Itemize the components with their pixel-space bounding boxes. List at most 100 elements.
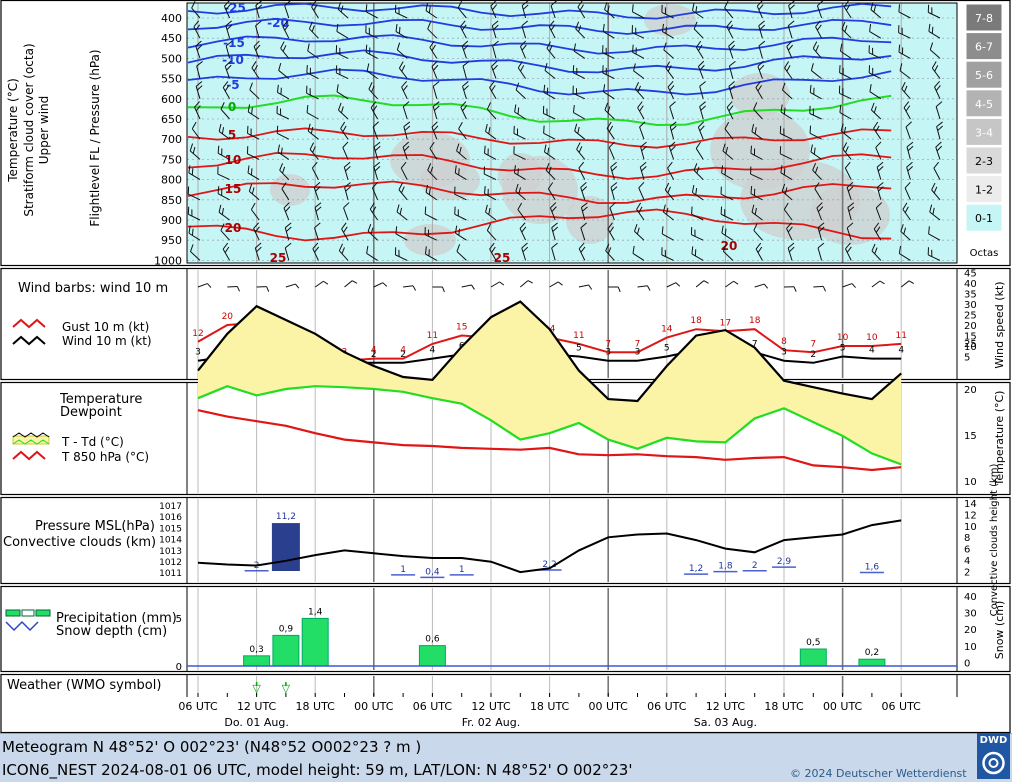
temp-ytick: 10	[964, 477, 977, 488]
time-tick-label: 00 UTC	[589, 700, 629, 713]
precipitation-bar	[302, 618, 328, 666]
surface-wind-barb-flag	[647, 286, 650, 291]
surface-wind-barb-staff	[843, 284, 852, 287]
convective-cloud-value: 2,9	[777, 557, 792, 567]
pressure-ytick: 1013	[159, 547, 182, 557]
pressure-level-label: 550	[161, 73, 182, 86]
cloud-height-ytick: 10	[964, 522, 977, 533]
gust-value-label: 14	[661, 325, 673, 335]
precip-ytick: 5	[176, 614, 182, 625]
surface-wind-barb-flag	[558, 281, 562, 286]
gust-value-label: 18	[690, 316, 702, 326]
gust-value-label: 10	[866, 333, 878, 343]
wind-value-label: 2	[810, 350, 816, 360]
surface-wind-barb-flag	[267, 287, 269, 292]
surface-wind-barb-staff	[725, 281, 733, 287]
wind-value-label: 4	[898, 346, 904, 356]
surface-wind-barb-staff	[579, 285, 589, 287]
surface-wind-barb-staff	[667, 283, 676, 287]
copyright-text: © 2024 Deutscher Wetterdienst	[790, 767, 967, 780]
surface-wind-barb	[843, 283, 856, 292]
weather-label: Weather (WMO symbol)	[7, 678, 161, 693]
pressure-level-label: 400	[161, 12, 182, 25]
surface-wind-barb-staff	[696, 281, 704, 287]
surface-wind-barb-flag	[618, 287, 620, 292]
snow-legend-swatch	[6, 622, 38, 630]
surface-wind-barb-staff	[286, 284, 296, 287]
wind-ytick: 35	[964, 290, 977, 301]
surface-wind-barb-flag	[909, 280, 914, 285]
footer-model-info: ICON6_NEST 2024-08-01 06 UTC, model heig…	[2, 761, 632, 779]
surface-wind-barb-staff	[872, 281, 880, 287]
temp-ytick: 25	[964, 339, 977, 350]
octa-label: 4-5	[975, 98, 993, 111]
pressure-ytick: 1015	[159, 524, 182, 534]
gust-value-label: 11	[573, 331, 584, 341]
octa-label: 7-8	[975, 12, 993, 25]
convective-cloud-value: 0,4	[425, 567, 440, 577]
surface-wind-barb	[491, 281, 504, 291]
surface-wind-barb	[286, 283, 299, 291]
gust-legend-label: Gust 10 m (kt)	[62, 320, 149, 334]
surface-wind-barb-staff	[491, 282, 500, 287]
pressure-ytick: 1014	[159, 536, 182, 546]
upper-axis-label-0: Temperature (°C)	[6, 78, 20, 183]
surface-wind-barb	[638, 286, 651, 292]
pressure-level-label: 1000	[154, 254, 182, 267]
surface-wind-barb-staff	[520, 281, 528, 287]
precipitation-value: 0,5	[806, 638, 820, 648]
upper-axis-label-pressure: Flightlevel FL / Pressure (hPa)	[88, 49, 102, 226]
snow-ytick: 40	[964, 592, 977, 603]
cloud-height-ytick: 6	[964, 545, 970, 556]
isotherm-label: 5	[228, 128, 236, 142]
surface-wind-barb	[227, 286, 239, 292]
time-tick-label: 06 UTC	[178, 700, 218, 713]
wind-legend-swatch	[13, 337, 45, 344]
surface-wind-barb-staff	[403, 286, 413, 287]
time-tick-label: 00 UTC	[823, 700, 863, 713]
surface-wind-barb	[784, 287, 796, 292]
wind-value-label: 5	[664, 344, 670, 354]
pressure-legend-label: Pressure MSL(hPa)	[35, 519, 155, 534]
octa-label: 3-4	[975, 126, 993, 139]
wind-title: Wind barbs: wind 10 m	[18, 281, 168, 296]
precipitation-value: 0,2	[865, 648, 879, 658]
surface-wind-barb	[725, 280, 738, 291]
surface-wind-barb-staff	[638, 286, 648, 287]
wind-legend-label: Wind 10 m (kt)	[62, 334, 152, 348]
snow-ylabel: Snow (cm)	[993, 601, 1006, 660]
t-td-legend-label: T - Td (°C)	[61, 435, 124, 449]
day-label: Fr. 02 Aug.	[462, 716, 521, 729]
convective-cloud-value: 1,2	[689, 564, 703, 574]
stratiform-cloud-patch	[270, 174, 310, 206]
wind-value-label: 5	[576, 344, 582, 354]
gust-value-label: 7	[810, 339, 816, 349]
pressure-level-label: 750	[161, 153, 182, 166]
surface-wind-barb	[579, 285, 592, 292]
wind-ytick: 40	[964, 279, 977, 290]
octa-label: 5-6	[975, 69, 993, 82]
convective-cloud-value: 1,8	[718, 562, 733, 572]
precipitation-value: 0,6	[425, 635, 440, 645]
surface-wind-barb-flag	[734, 280, 739, 285]
convective-cloud-bar	[272, 523, 300, 571]
surface-wind-barb	[432, 287, 444, 292]
isotherm-label: 15	[225, 182, 242, 196]
surface-wind-barb-flag	[589, 285, 592, 290]
surface-wind-barb-staff	[813, 286, 823, 287]
pressure-level-label: 600	[161, 93, 182, 106]
snow-ytick: 10	[964, 642, 977, 653]
day-label: Sa. 03 Aug.	[694, 716, 757, 729]
surface-wind-barb	[462, 285, 475, 292]
surface-wind-barb	[345, 279, 357, 290]
surface-wind-barb-staff	[374, 283, 383, 287]
precip-legend-swatch-2	[22, 610, 34, 616]
dwd-logo-icon	[977, 733, 1010, 779]
time-tick-label: 18 UTC	[530, 700, 570, 713]
temp-ytick: 15	[964, 431, 977, 442]
gust-value-label: 15	[456, 323, 467, 333]
time-tick-label: 06 UTC	[882, 700, 922, 713]
time-tick-label: 12 UTC	[706, 700, 746, 713]
surface-wind-barb-flag	[794, 287, 796, 292]
